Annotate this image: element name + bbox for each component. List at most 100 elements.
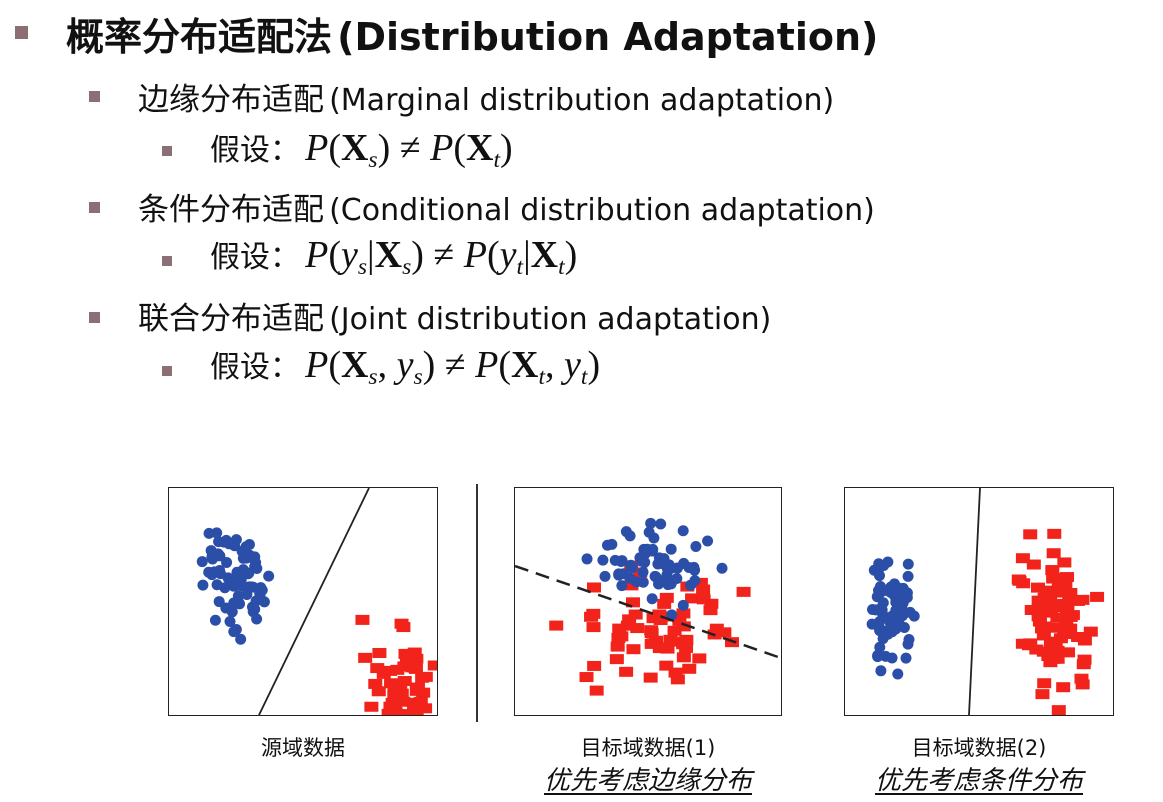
red-square-marker xyxy=(1035,689,1050,700)
red-square-marker xyxy=(612,623,627,634)
blue-circle-marker xyxy=(209,614,221,626)
blue-circle-marker xyxy=(689,575,701,587)
red-square-marker xyxy=(1057,627,1072,638)
red-square-marker xyxy=(1059,617,1074,628)
red-square-marker xyxy=(1060,572,1075,583)
blue-circle-marker xyxy=(196,556,208,568)
blue-circle-marker xyxy=(235,633,247,645)
blue-circle-marker xyxy=(213,596,225,608)
red-square-marker xyxy=(1024,604,1039,615)
red-square-marker xyxy=(1032,616,1047,627)
red-square-marker xyxy=(381,708,396,715)
blue-circle-marker xyxy=(877,597,889,609)
red-square-marker xyxy=(659,660,674,671)
red-square-marker xyxy=(587,660,602,671)
red-square-marker xyxy=(371,686,386,697)
red-square-marker xyxy=(586,608,601,619)
blue-circle-marker xyxy=(665,543,677,555)
red-square-marker xyxy=(397,676,412,687)
red-square-marker xyxy=(624,580,639,591)
blue-circle-marker xyxy=(652,558,664,570)
blue-circle-marker xyxy=(662,579,674,591)
blue-circle-marker xyxy=(688,561,700,573)
blue-circle-marker xyxy=(251,613,263,625)
blue-circle-marker xyxy=(690,541,702,553)
blue-circle-marker xyxy=(716,562,728,574)
blue-circle-marker xyxy=(203,566,215,578)
red-square-marker xyxy=(1043,639,1058,650)
blue-circle-marker xyxy=(240,541,252,553)
red-square-marker xyxy=(644,628,659,639)
red-square-marker xyxy=(1050,645,1065,656)
blue-circle-marker xyxy=(211,527,223,539)
red-square-marker xyxy=(1029,644,1044,655)
red-square-marker xyxy=(586,622,601,633)
red-square-marker xyxy=(1051,579,1066,590)
item-label-zh: 联合分布适配 xyxy=(138,301,324,337)
blue-circle-marker xyxy=(250,595,262,607)
blue-circle-marker xyxy=(645,517,657,529)
blue-circle-marker xyxy=(677,599,689,611)
red-square-marker xyxy=(659,592,674,603)
red-square-marker xyxy=(622,614,637,625)
blue-circle-marker xyxy=(874,570,886,582)
assumption-label: 假设： xyxy=(210,350,300,385)
red-square-marker xyxy=(398,648,413,659)
blue-circle-marker xyxy=(661,563,673,575)
red-square-marker xyxy=(1074,673,1089,684)
red-square-marker xyxy=(407,647,422,658)
red-square-marker xyxy=(407,705,422,715)
red-square-marker xyxy=(1038,602,1053,613)
decision-boundary-dashed xyxy=(515,564,781,660)
blue-circle-marker xyxy=(671,562,683,574)
blue-circle-marker xyxy=(599,570,611,582)
bullet-icon xyxy=(15,26,28,39)
red-square-marker xyxy=(1077,635,1092,646)
red-square-marker xyxy=(1053,587,1068,598)
red-square-marker xyxy=(370,663,385,674)
red-square-marker xyxy=(384,678,399,689)
red-square-marker xyxy=(676,608,691,619)
red-square-marker xyxy=(653,614,668,625)
blue-circle-marker xyxy=(624,572,636,584)
bullet-icon xyxy=(162,146,172,156)
blue-circle-marker xyxy=(902,558,914,570)
blue-circle-marker xyxy=(581,553,593,565)
red-square-marker xyxy=(1036,630,1051,641)
blue-circle-marker xyxy=(655,518,667,530)
bullet-icon xyxy=(162,256,172,266)
decision-boundary xyxy=(968,488,981,715)
blue-circle-marker xyxy=(866,618,878,630)
item-label-en: (Conditional distribution adaptation) xyxy=(329,193,875,228)
red-square-marker xyxy=(372,648,387,659)
blue-circle-marker xyxy=(211,579,223,591)
red-square-marker xyxy=(1045,565,1060,576)
red-square-marker xyxy=(1036,646,1051,657)
red-square-marker xyxy=(626,644,641,655)
red-square-marker xyxy=(657,598,672,609)
blue-circle-marker xyxy=(223,538,235,550)
red-square-marker xyxy=(646,638,661,649)
bullet-icon xyxy=(89,91,100,102)
item-label-en: (Joint distribution adaptation) xyxy=(329,302,772,337)
title-english: (Distribution Adaptation) xyxy=(337,15,879,59)
blue-circle-marker xyxy=(263,570,275,582)
blue-circle-marker xyxy=(882,556,894,568)
red-square-marker xyxy=(1061,647,1076,658)
blue-circle-marker xyxy=(671,573,683,585)
red-square-marker xyxy=(1076,659,1091,670)
red-square-marker xyxy=(1046,548,1061,559)
blue-circle-marker xyxy=(597,554,609,566)
figure-subcaption-target-2: 优先考虑条件分布 xyxy=(874,766,1083,796)
bullet-icon xyxy=(89,202,100,213)
bullet-icon xyxy=(162,366,172,376)
red-square-marker xyxy=(1075,679,1090,690)
blue-circle-marker xyxy=(900,652,912,664)
red-square-marker xyxy=(717,627,732,638)
red-square-marker xyxy=(620,620,635,631)
scatter-plot-target-2 xyxy=(866,488,1105,715)
scatter-plot-source xyxy=(196,488,437,715)
red-square-marker xyxy=(427,660,437,671)
red-square-marker xyxy=(1030,582,1045,593)
red-square-marker xyxy=(685,593,700,604)
